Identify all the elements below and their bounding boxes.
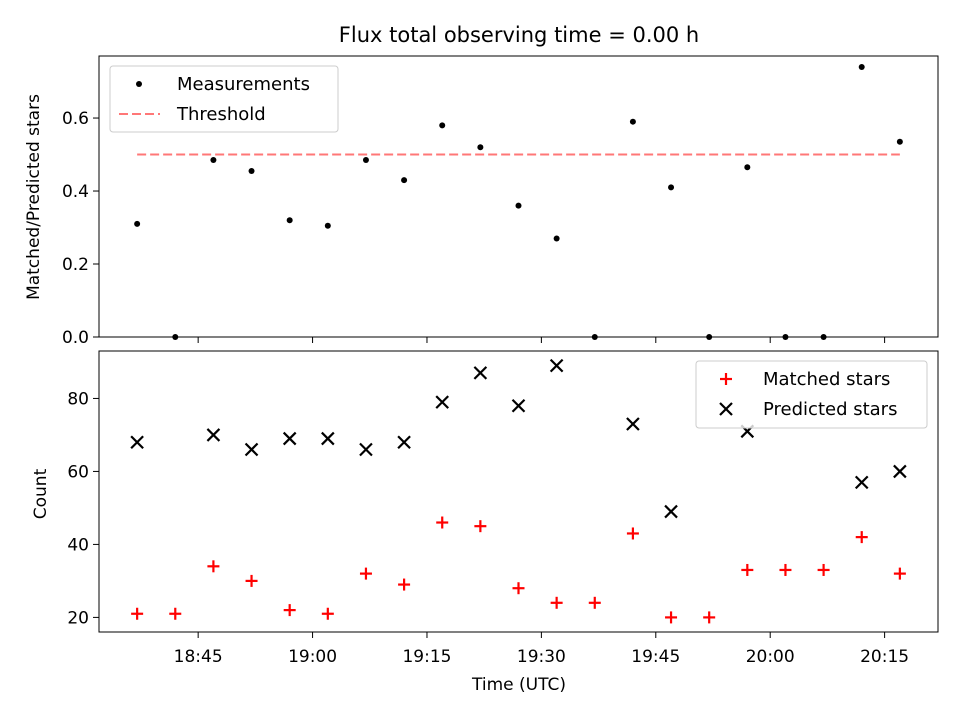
predicted-stars-point	[626, 417, 640, 431]
y-tick-label: 40	[67, 535, 89, 555]
measurement-point	[362, 157, 369, 164]
x-tick-label: 19:00	[288, 647, 337, 667]
matched-stars-point	[817, 563, 830, 576]
predicted-stars-point	[206, 428, 221, 442]
predicted-stars-point	[282, 431, 297, 446]
measurement-point	[210, 157, 217, 164]
measurement-point	[744, 164, 751, 171]
matched-stars-point	[131, 607, 144, 620]
matched-stars-point	[626, 527, 639, 540]
measurement-point	[439, 122, 446, 129]
predicted-stars-point	[435, 395, 450, 409]
top-axes-frame	[98, 55, 939, 338]
predicted-stars-point	[893, 464, 907, 479]
measurement-point	[324, 222, 331, 229]
bottom-y-ticks: 20 40 60 80	[67, 389, 99, 628]
matched-stars-point	[245, 574, 258, 587]
top-y-ticks: 0.0 0.2 0.4 0.6	[62, 109, 99, 348]
matched-stars-point	[283, 604, 296, 617]
predicted-stars-point	[359, 442, 373, 457]
matched-stars-point	[436, 516, 449, 529]
matched-stars-point	[703, 611, 716, 624]
matched-stars-point	[512, 582, 525, 595]
x-tick-label: 19:15	[402, 647, 451, 667]
top-marks	[134, 63, 903, 340]
matched-stars-point	[321, 607, 334, 620]
x-tick-label: 20:15	[860, 647, 909, 667]
legend-threshold-label: Threshold	[176, 104, 266, 125]
x-tick-label: 20:00	[746, 647, 795, 667]
measurement-point	[629, 118, 636, 125]
matched-stars-point	[207, 560, 220, 573]
predicted-stars-point	[549, 358, 564, 373]
legend-measurements-marker	[136, 81, 142, 87]
matched-stars-point	[741, 563, 754, 576]
y-tick-label: 60	[67, 462, 89, 482]
top-x-ticks	[197, 337, 886, 343]
y-tick-label: 0.4	[62, 182, 89, 202]
predicted-stars-point	[664, 504, 678, 519]
x-axis-label: Time (UTC)	[471, 675, 566, 695]
top-panel: Flux total observing time = 0.00 h 0.00.…	[24, 23, 939, 348]
matched-stars-point	[779, 563, 792, 576]
measurement-point	[668, 184, 675, 191]
matched-stars-point	[665, 611, 678, 624]
measurement-point	[553, 235, 560, 242]
measurement-point	[896, 138, 903, 145]
bottom-x-ticks: 18:45 19:00 19:15 19:30 19:45 20:00 20:15	[174, 632, 909, 667]
y-tick-label: 80	[67, 389, 89, 409]
predicted-stars-point	[854, 475, 869, 490]
legend-measurements-label: Measurements	[177, 74, 310, 95]
matched-stars-point	[550, 596, 563, 609]
y-tick-label: 20	[67, 608, 89, 628]
measurement-point	[858, 63, 865, 70]
predicted-stars-point	[511, 398, 526, 413]
bottom-y-axis-label: Count	[31, 468, 51, 519]
measurement-point	[477, 144, 484, 151]
matched-stars-point	[855, 531, 868, 544]
legend-matched-label: Matched stars	[763, 369, 890, 390]
bottom-axes-frame	[98, 350, 939, 633]
matched-stars-point	[359, 567, 372, 580]
matched-stars-point	[474, 520, 487, 533]
matched-stars-point	[893, 567, 906, 580]
matched-stars-point	[588, 596, 601, 609]
predicted-stars-point	[130, 435, 144, 450]
predicted-stars-point	[321, 431, 335, 446]
x-tick-label: 19:30	[517, 647, 566, 667]
y-tick-label: 0.0	[62, 328, 89, 348]
measurement-point	[515, 202, 522, 209]
y-tick-label: 0.2	[62, 255, 89, 275]
x-tick-label: 18:45	[174, 647, 223, 667]
chart-title: Flux total observing time = 0.00 h	[339, 23, 699, 47]
measurement-point	[134, 220, 141, 227]
legend-predicted-label: Predicted stars	[763, 399, 897, 420]
y-tick-label: 0.6	[62, 109, 89, 129]
legend-predicted-marker	[719, 402, 733, 416]
measurement-point	[248, 167, 255, 174]
matched-stars-point	[169, 607, 182, 620]
bottom-panel: 20 40 60 80 18:45 19:00 19:15 19:30 19:45 20:00 2…	[31, 350, 939, 695]
predicted-stars-point	[244, 442, 259, 457]
bottom-marks	[130, 358, 907, 624]
x-tick-label: 19:45	[631, 647, 680, 667]
measurement-point	[401, 177, 408, 184]
top-legend-box	[109, 65, 339, 133]
predicted-stars-point	[473, 366, 488, 380]
legend-matched-marker	[720, 373, 732, 385]
predicted-stars-point	[397, 435, 411, 450]
bottom-legend-box	[695, 360, 928, 429]
top-y-axis-label: Matched/Predicted stars	[24, 94, 44, 300]
measurement-point	[286, 217, 293, 224]
bottom-legend: Matched stars Predicted stars	[695, 360, 928, 429]
top-legend: Measurements Threshold	[109, 65, 339, 133]
matched-stars-point	[398, 578, 411, 591]
